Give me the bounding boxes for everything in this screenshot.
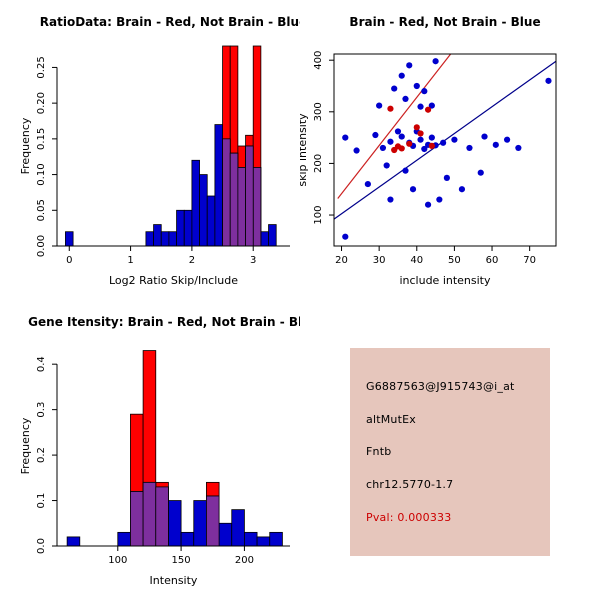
panel-info: G6887563@J915743@i_at altMutEx Fntb chr1… — [300, 300, 600, 600]
panel-intensity-scatter: 20 30 40 50 60 70 100 200 300 400 Brain - Red, Not… — [300, 0, 600, 300]
panel-ratio-histogram: 0 1 2 3 0.00 0.05 0.10 0.15 0.20 0.25 RatioData: B… — [0, 0, 300, 300]
svg-text:Brain - Red, Not Brain - Blue: Brain - Red, Not Brain - Blue — [349, 15, 540, 29]
svg-text:0: 0 — [66, 255, 72, 266]
locus: chr12.5770-1.7 — [366, 478, 454, 492]
svg-text:RatioData: Brain - Red, Not Br: RatioData: Brain - Red, Not Brain - Blue — [40, 15, 300, 29]
svg-text:0.05: 0.05 — [36, 199, 47, 221]
svg-text:Gene Itensity: Brain - Red, No: Gene Itensity: Brain - Red, Not Brain - … — [28, 315, 300, 329]
svg-text:50: 50 — [448, 255, 461, 266]
svg-text:150: 150 — [172, 555, 191, 566]
svg-text:100: 100 — [313, 205, 324, 224]
svg-text:0.3: 0.3 — [36, 402, 47, 418]
svg-text:60: 60 — [486, 255, 499, 266]
gene-symbol: Fntb — [366, 445, 392, 459]
svg-text:20: 20 — [335, 255, 348, 266]
svg-text:200: 200 — [235, 555, 254, 566]
event-type: altMutEx — [366, 412, 416, 426]
svg-text:include intensity: include intensity — [399, 274, 491, 287]
svg-text:2: 2 — [189, 255, 195, 266]
svg-text:0.15: 0.15 — [36, 128, 47, 150]
panel-gene-histogram: 100 150 200 0.0 0.1 0.2 0.3 0.4 Gene Itensity: B… — [0, 300, 300, 600]
svg-text:0.0: 0.0 — [36, 538, 47, 554]
svg-text:0.00: 0.00 — [36, 235, 47, 257]
gene-histogram-chart: 100 150 200 0.0 0.1 0.2 0.3 0.4 Gene Itensity: B… — [19, 315, 300, 587]
probe-id: G6887563@J915743@i_at — [366, 379, 515, 393]
info-panel: G6887563@J915743@i_at altMutEx Fntb chr1… — [350, 348, 550, 556]
svg-text:100: 100 — [108, 555, 127, 566]
svg-text:skip intensity: skip intensity — [300, 113, 309, 187]
svg-text:200: 200 — [313, 154, 324, 173]
svg-text:0.25: 0.25 — [36, 56, 47, 78]
svg-text:Intensity: Intensity — [150, 574, 198, 587]
svg-text:70: 70 — [523, 255, 536, 266]
svg-text:30: 30 — [373, 255, 386, 266]
svg-text:0.2: 0.2 — [36, 447, 47, 463]
ratio-histogram-chart: 0 1 2 3 0.00 0.05 0.10 0.15 0.20 0.25 RatioData: B… — [19, 15, 300, 287]
svg-text:0.4: 0.4 — [36, 356, 47, 372]
svg-text:Frequency: Frequency — [19, 417, 32, 474]
svg-text:3: 3 — [250, 255, 256, 266]
svg-text:300: 300 — [313, 102, 324, 121]
svg-text:40: 40 — [410, 255, 423, 266]
svg-text:400: 400 — [313, 51, 324, 70]
svg-text:Frequency: Frequency — [19, 117, 32, 174]
svg-text:1: 1 — [127, 255, 133, 266]
svg-text:Log2 Ratio Skip/Include: Log2 Ratio Skip/Include — [109, 274, 238, 287]
intensity-scatter-chart: 20 30 40 50 60 70 100 200 300 400 Brain - Red, Not… — [300, 15, 557, 287]
svg-text:0.10: 0.10 — [36, 163, 47, 185]
svg-text:0.20: 0.20 — [36, 92, 47, 114]
p-value: Pval: 0.000333 — [366, 511, 452, 525]
svg-text:0.1: 0.1 — [36, 493, 47, 509]
